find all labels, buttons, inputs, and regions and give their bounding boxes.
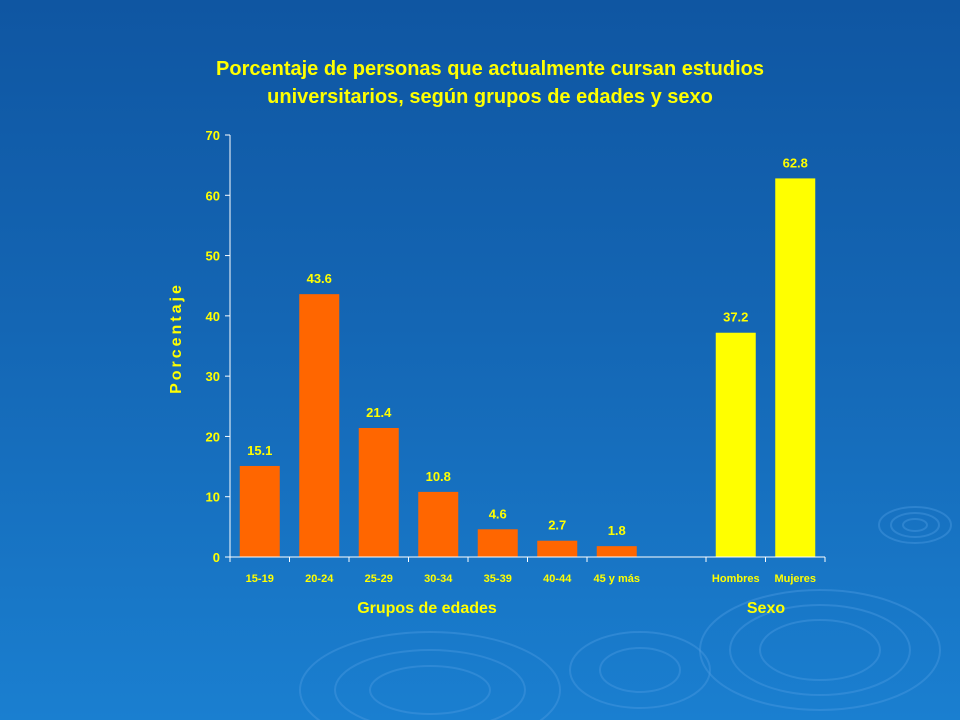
bar: [537, 540, 578, 557]
bar: [239, 465, 280, 557]
y-tick-label: 70: [206, 128, 220, 143]
x-tick-label: 15-19: [246, 573, 274, 585]
bar: [477, 529, 518, 557]
bar: [358, 427, 399, 557]
group-label-edades: Grupos de edades: [357, 600, 497, 617]
data-label: 10.8: [426, 469, 451, 484]
group-label-sexo: Sexo: [746, 600, 786, 617]
data-label: 2.7: [548, 518, 566, 533]
x-tick-label: Mujeres: [774, 573, 816, 585]
y-tick-label: 10: [206, 490, 220, 505]
x-tick-label: 40-44: [543, 573, 572, 585]
bar: [715, 332, 756, 557]
data-label: 37.2: [723, 310, 748, 325]
chart-title-line-2: universitarios, según grupos de edades y…: [267, 86, 713, 108]
y-tick-label: 50: [206, 249, 220, 264]
data-label: 1.8: [608, 523, 626, 538]
data-label: 62.8: [783, 155, 808, 170]
x-tick-label: Hombres: [712, 573, 760, 585]
bar: [596, 546, 637, 557]
data-label: 4.6: [489, 506, 507, 521]
x-tick-label: 35-39: [484, 573, 512, 585]
bar: [775, 178, 816, 558]
y-tick-label: 40: [206, 309, 220, 324]
y-tick-label: 30: [206, 369, 220, 384]
data-label: 15.1: [247, 443, 272, 458]
x-tick-label: 20-24: [305, 573, 334, 585]
bar: [299, 294, 340, 557]
chart-title-line-1: Porcentaje de personas que actualmente c…: [216, 58, 764, 80]
x-tick-label: 30-34: [424, 573, 453, 585]
bar: [418, 491, 459, 557]
y-tick-label: 20: [206, 429, 220, 444]
data-label: 43.6: [307, 271, 332, 286]
chart-title: Porcentaje de personas que actualmente c…: [100, 55, 880, 111]
x-tick-label: 25-29: [365, 573, 393, 585]
data-label: 21.4: [366, 405, 392, 420]
y-tick-label: 60: [206, 188, 220, 203]
x-tick-label: 45 y más: [594, 573, 640, 585]
y-tick-label: 0: [213, 550, 220, 565]
